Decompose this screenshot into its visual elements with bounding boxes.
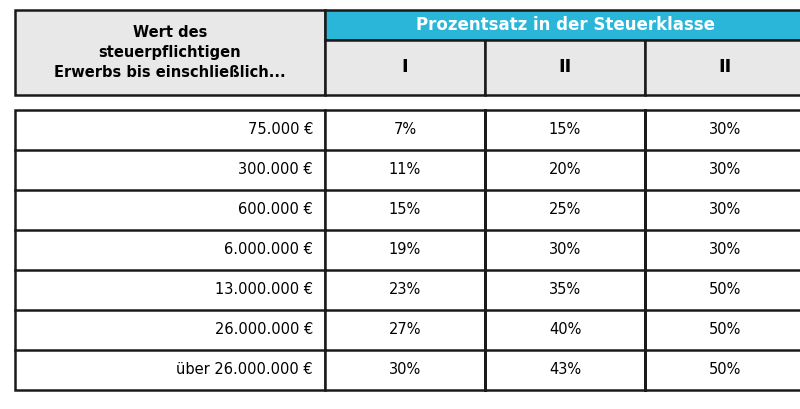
Text: 30%: 30% [709, 123, 741, 137]
Text: 50%: 50% [709, 323, 741, 337]
Text: 15%: 15% [389, 202, 421, 218]
Bar [15, 10, 325, 95]
Text: 25%: 25% [549, 202, 581, 218]
Text: 35%: 35% [549, 283, 581, 297]
Bar [15, 110, 325, 390]
Text: 15%: 15% [549, 123, 581, 137]
Text: 300.000 €: 300.000 € [238, 162, 313, 178]
Text: 27%: 27% [389, 323, 422, 337]
Text: 30%: 30% [709, 243, 741, 258]
Text: II: II [718, 58, 732, 76]
Text: I: I [402, 58, 408, 76]
Text: 30%: 30% [549, 243, 581, 258]
Text: 20%: 20% [549, 162, 582, 178]
Text: 50%: 50% [709, 283, 741, 297]
Text: 600.000 €: 600.000 € [238, 202, 313, 218]
Text: 75.000 €: 75.000 € [248, 123, 313, 137]
Text: 13.000.000 €: 13.000.000 € [215, 283, 313, 297]
Bar [645, 40, 800, 95]
Text: 30%: 30% [709, 202, 741, 218]
Text: 7%: 7% [394, 123, 417, 137]
Text: 26.000.000 €: 26.000.000 € [214, 323, 313, 337]
Text: 40%: 40% [549, 323, 581, 337]
Bar [485, 40, 645, 95]
Text: 6.000.000 €: 6.000.000 € [224, 243, 313, 258]
Text: 50%: 50% [709, 362, 741, 378]
Text: II: II [558, 58, 572, 76]
Text: 23%: 23% [389, 283, 421, 297]
Text: 30%: 30% [709, 162, 741, 178]
Text: 43%: 43% [549, 362, 581, 378]
Text: 11%: 11% [389, 162, 421, 178]
Text: 19%: 19% [389, 243, 421, 258]
Bar [325, 110, 800, 390]
Text: über 26.000.000 €: über 26.000.000 € [176, 362, 313, 378]
Text: 30%: 30% [389, 362, 421, 378]
Text: Wert des
steuerpflichtigen
Erwerbs bis einschließlich...: Wert des steuerpflichtigen Erwerbs bis e… [54, 25, 286, 80]
Bar [325, 10, 800, 40]
Text: Prozentsatz in der Steuerklasse: Prozentsatz in der Steuerklasse [415, 16, 714, 34]
Bar [325, 40, 485, 95]
